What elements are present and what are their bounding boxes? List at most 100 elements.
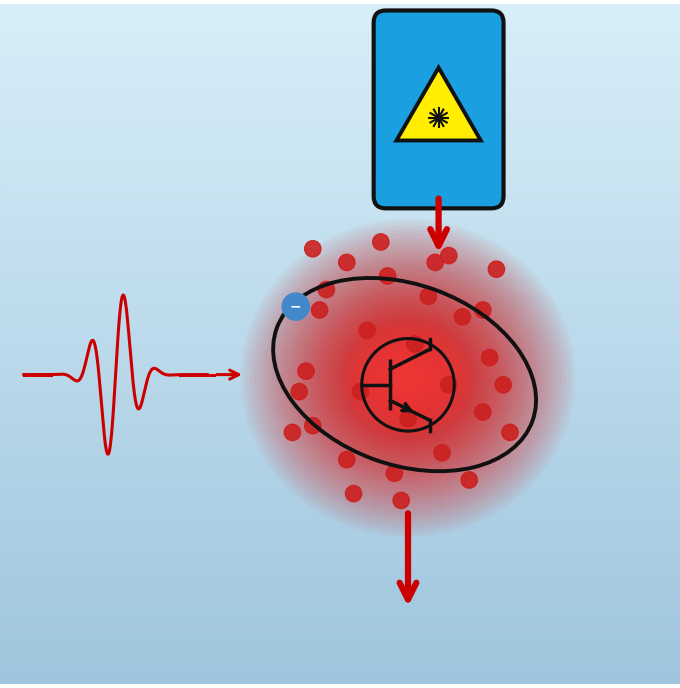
Bar (0, 211, 680, 215)
Bar (0, 21, 680, 24)
Circle shape (318, 281, 335, 298)
Bar (0, 252, 680, 256)
Bar (0, 657, 680, 660)
Bar (0, 34, 680, 38)
Ellipse shape (377, 349, 439, 407)
Ellipse shape (350, 323, 466, 433)
Bar (0, 133, 680, 137)
Ellipse shape (347, 320, 469, 436)
Bar (0, 256, 680, 259)
Ellipse shape (364, 336, 452, 420)
Bar (0, 191, 680, 195)
Bar (0, 103, 680, 106)
Bar (0, 164, 680, 167)
Bar (0, 395, 680, 398)
Bar (0, 218, 680, 222)
Circle shape (359, 322, 375, 338)
Bar (0, 127, 680, 130)
Bar (0, 422, 680, 426)
Bar (0, 677, 680, 680)
Bar (0, 266, 680, 269)
Bar (0, 572, 680, 575)
Bar (0, 235, 680, 239)
Bar (0, 609, 680, 612)
Bar (0, 123, 680, 127)
Bar (0, 388, 680, 391)
Bar (0, 222, 680, 225)
Bar (0, 96, 680, 99)
Bar (0, 113, 680, 116)
Bar (0, 310, 680, 314)
Bar (0, 558, 680, 561)
Bar (0, 307, 680, 310)
Ellipse shape (386, 357, 430, 399)
Bar (0, 167, 680, 171)
Ellipse shape (352, 329, 464, 427)
Bar (0, 592, 680, 596)
Bar (0, 372, 680, 374)
Ellipse shape (369, 343, 447, 413)
Bar (0, 419, 680, 422)
Bar (0, 269, 680, 272)
Bar (0, 279, 680, 283)
Bar (0, 670, 680, 674)
Bar (0, 215, 680, 218)
Bar (0, 14, 680, 18)
Bar (0, 8, 680, 11)
Bar (0, 354, 680, 358)
Bar (0, 416, 680, 419)
Bar (0, 507, 680, 510)
Bar (0, 575, 680, 579)
Ellipse shape (343, 320, 473, 436)
Bar (0, 18, 680, 21)
Bar (0, 316, 680, 320)
Circle shape (311, 302, 328, 318)
Circle shape (481, 350, 498, 366)
Bar (0, 361, 680, 365)
Ellipse shape (382, 355, 434, 401)
Ellipse shape (356, 332, 460, 424)
Bar (0, 636, 680, 640)
Ellipse shape (367, 338, 449, 418)
Circle shape (393, 492, 409, 508)
Ellipse shape (379, 352, 437, 404)
Bar (0, 449, 680, 453)
Bar (0, 514, 680, 517)
Bar (0, 555, 680, 558)
Bar (0, 89, 680, 92)
Bar (0, 195, 680, 198)
Bar (0, 160, 680, 164)
Bar (0, 487, 680, 491)
Circle shape (282, 293, 309, 320)
Bar (0, 297, 680, 300)
Bar (0, 596, 680, 599)
Bar (0, 334, 680, 337)
Bar (0, 249, 680, 252)
Ellipse shape (400, 370, 416, 386)
Circle shape (400, 411, 416, 427)
Bar (0, 314, 680, 316)
Bar (0, 28, 680, 31)
Bar (0, 674, 680, 677)
Bar (0, 551, 680, 555)
Bar (0, 11, 680, 14)
Circle shape (441, 248, 457, 264)
Bar (0, 327, 680, 330)
Bar (0, 4, 680, 8)
Ellipse shape (394, 365, 422, 391)
Circle shape (454, 309, 471, 325)
Bar (0, 654, 680, 657)
Bar (0, 524, 680, 528)
Circle shape (345, 486, 362, 502)
FancyBboxPatch shape (374, 10, 503, 208)
Bar (0, 616, 680, 619)
Circle shape (373, 234, 389, 250)
Circle shape (475, 404, 491, 420)
Bar (0, 92, 680, 96)
Ellipse shape (388, 361, 428, 396)
Bar (0, 300, 680, 303)
Ellipse shape (355, 328, 461, 428)
Ellipse shape (330, 304, 486, 452)
Bar (0, 599, 680, 603)
Bar (0, 643, 680, 647)
